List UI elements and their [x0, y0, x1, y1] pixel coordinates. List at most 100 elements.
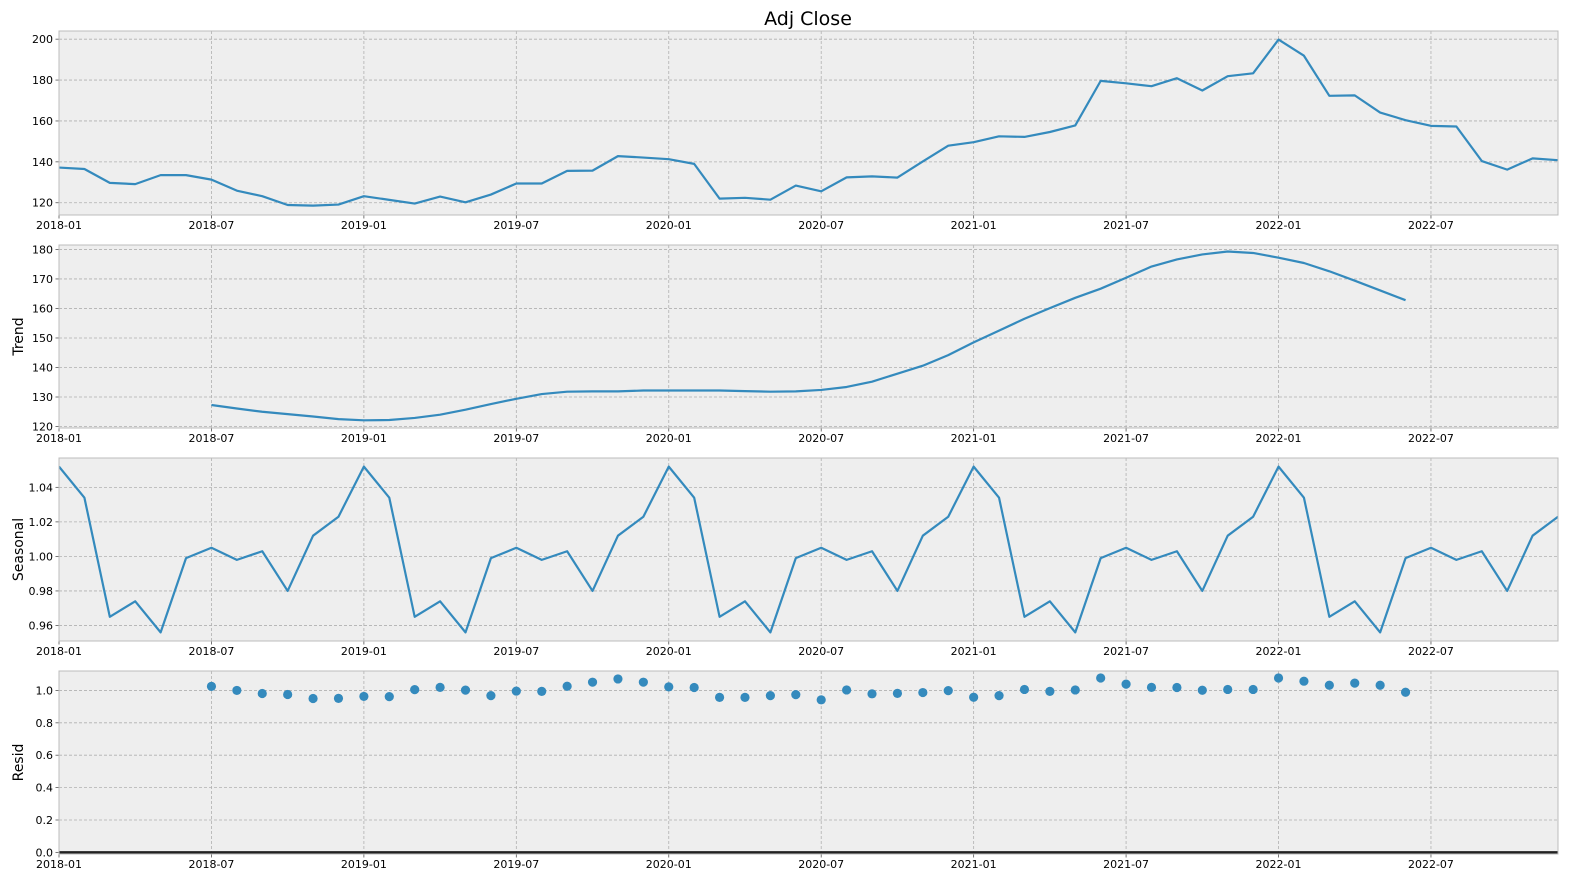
y-tick-label: 0.4 — [36, 782, 54, 795]
resid-point — [1375, 680, 1385, 690]
resid-point — [816, 695, 826, 705]
x-tick-label: 2021-01 — [951, 432, 997, 445]
subplot-trend: 2018-01 2018-07 2019-01 2019-07 2020-01 2020-… — [11, 243, 1559, 445]
y-tick-label: 1.02 — [29, 516, 54, 529]
resid-point — [486, 691, 496, 701]
x-tick-label: 2018-07 — [188, 432, 234, 445]
x-tick-label: 2022-01 — [1256, 432, 1302, 445]
resid-point — [537, 686, 547, 697]
resid-point — [943, 685, 953, 696]
x-tick-label: 2019-07 — [493, 858, 539, 871]
resid-point — [689, 682, 699, 693]
x-tick-label: 2022-07 — [1408, 858, 1454, 871]
resid-point — [1197, 685, 1207, 695]
series-seasonal — [59, 465, 1558, 634]
series-observed — [59, 38, 1558, 207]
subplot-resid: 2018-01 2018-07 2019-01 2019-07 2020-01 2020-… — [11, 670, 1559, 871]
figure-title: Adj Close — [764, 8, 852, 30]
y-tick-label: 140 — [32, 361, 53, 374]
x-tick-label: 2018-07 — [188, 645, 234, 658]
y-tick-label: 1.0 — [36, 684, 54, 697]
y-axis-label: Resid — [11, 744, 27, 782]
x-tick-label: 2022-01 — [1256, 645, 1302, 658]
resid-point — [1299, 676, 1309, 686]
resid-point — [1172, 682, 1182, 693]
x-tick-label: 2021-01 — [951, 219, 997, 232]
resid-point — [587, 677, 598, 687]
plot-frame — [58, 457, 1559, 642]
resid-point — [664, 682, 674, 692]
series-trend — [211, 250, 1406, 422]
x-tick-label: 2021-07 — [1103, 432, 1149, 445]
x-tick-label: 2021-07 — [1103, 219, 1149, 232]
x-tick-label: 2018-01 — [36, 219, 82, 232]
x-tick-label: 2021-01 — [951, 858, 997, 871]
resid-point — [765, 691, 775, 701]
plot-frame — [58, 30, 1559, 216]
y-tick-label: 160 — [32, 115, 53, 128]
x-tick-label: 2022-01 — [1256, 858, 1302, 871]
resid-point — [892, 688, 903, 698]
y-tick-label: 0.98 — [29, 585, 54, 598]
resid-point — [842, 685, 852, 695]
y-tick-label: 0.6 — [36, 749, 54, 762]
plot-frame — [58, 670, 1559, 855]
resid-point — [714, 692, 725, 702]
resid-point — [384, 691, 394, 702]
resid-point — [410, 685, 420, 695]
resid-point — [867, 689, 877, 699]
x-tick-label: 2018-01 — [36, 858, 82, 871]
resid-point — [283, 689, 293, 700]
resid-point — [1350, 678, 1360, 688]
resid-point — [1223, 684, 1233, 695]
resid-point — [613, 674, 623, 684]
x-tick-label: 2022-07 — [1408, 645, 1454, 658]
seasonal-line — [59, 465, 1558, 634]
x-tick-label: 2019-07 — [493, 219, 539, 232]
resid-point — [562, 681, 572, 691]
y-tick-label: 130 — [32, 391, 53, 404]
resid-point — [1273, 673, 1284, 683]
observed-line — [59, 38, 1558, 207]
resid-point — [791, 690, 801, 700]
resid-point — [359, 691, 369, 702]
resid-point — [1070, 685, 1080, 695]
x-tick-label: 2020-01 — [646, 858, 692, 871]
x-tick-label: 2020-07 — [798, 219, 844, 232]
y-tick-label: 160 — [32, 302, 53, 315]
y-tick-label: 120 — [32, 421, 53, 434]
x-tick-label: 2021-01 — [951, 645, 997, 658]
resid-point — [435, 682, 445, 692]
x-tick-label: 2020-07 — [798, 858, 844, 871]
resid-point — [1324, 680, 1334, 690]
plot-area — [59, 671, 1558, 854]
resid-point — [232, 685, 242, 696]
y-axis-label: Trend — [11, 317, 27, 356]
x-tick-label: 2020-07 — [798, 645, 844, 658]
resid-point — [460, 685, 471, 695]
trend-line — [211, 250, 1406, 422]
y-tick-label: 0.8 — [36, 717, 54, 730]
resid-point — [638, 677, 648, 687]
resid-point — [740, 692, 750, 702]
x-tick-label: 2019-01 — [341, 858, 387, 871]
subplot-panels: 2018-01 2018-07 2019-01 2019-07 2020-01 2020-… — [11, 30, 1559, 871]
x-tick-label: 2018-01 — [36, 432, 82, 445]
resid-point — [1096, 673, 1106, 683]
subplot-observed: 2018-01 2018-07 2019-01 2019-07 2020-01 2020-… — [32, 30, 1559, 232]
y-tick-label: 180 — [32, 74, 53, 87]
x-tick-label: 2020-01 — [646, 432, 692, 445]
y-tick-label: 170 — [32, 273, 53, 286]
y-tick-label: 140 — [32, 156, 53, 169]
y-tick-label: 0.0 — [36, 846, 54, 859]
x-tick-label: 2021-07 — [1103, 645, 1149, 658]
resid-point — [206, 681, 217, 691]
plot-area — [59, 245, 1558, 428]
x-tick-label: 2019-01 — [341, 432, 387, 445]
x-tick-label: 2022-07 — [1408, 432, 1454, 445]
x-tick-label: 2020-01 — [646, 219, 692, 232]
y-tick-label: 1.04 — [29, 481, 54, 494]
x-tick-label: 2019-07 — [493, 645, 539, 658]
resid-point — [1019, 684, 1030, 695]
resid-point — [1121, 679, 1131, 689]
